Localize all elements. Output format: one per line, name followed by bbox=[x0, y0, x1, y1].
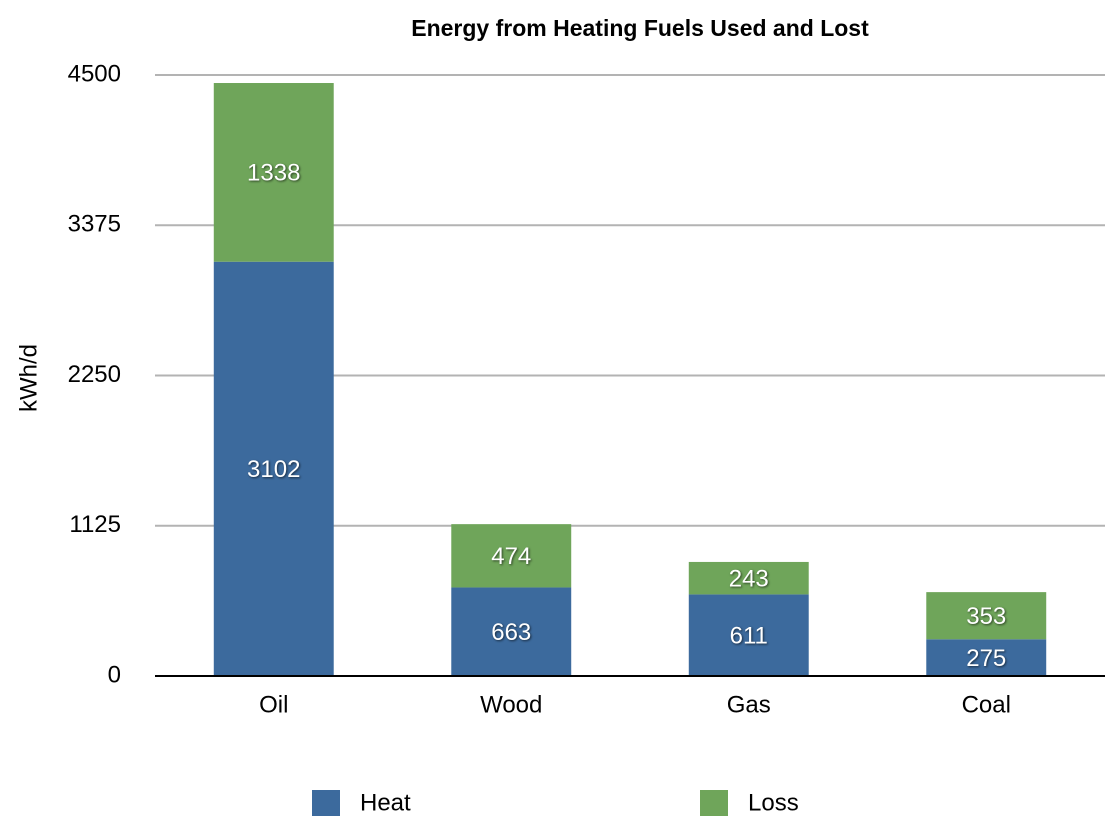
x-tick-label: Coal bbox=[962, 691, 1011, 718]
value-label: 3102 bbox=[247, 456, 300, 483]
x-tick-label: Wood bbox=[480, 691, 542, 718]
y-tick-label: 1125 bbox=[69, 511, 121, 538]
y-tick-label: 2250 bbox=[68, 361, 121, 388]
y-tick-label: 0 bbox=[108, 661, 121, 688]
value-label: 275 bbox=[966, 645, 1006, 672]
bar-segment bbox=[926, 592, 1047, 640]
bar-segment bbox=[688, 594, 809, 676]
value-label: 1338 bbox=[247, 160, 300, 187]
value-label: 474 bbox=[491, 543, 531, 570]
value-label: 353 bbox=[966, 603, 1006, 630]
value-label: 611 bbox=[730, 623, 768, 650]
bar-segment bbox=[926, 639, 1047, 676]
legend-label: Heat bbox=[360, 789, 411, 816]
bar-segment bbox=[451, 524, 572, 588]
legend-swatch bbox=[700, 790, 728, 816]
y-tick-label: 4500 bbox=[68, 60, 121, 87]
bar-segment bbox=[688, 561, 809, 595]
bar-segment bbox=[213, 83, 334, 262]
y-tick-label: 3375 bbox=[68, 211, 121, 238]
y-axis-label: kWh/d bbox=[15, 344, 42, 412]
chart-title: Energy from Heating Fuels Used and Lost bbox=[411, 15, 869, 41]
legend-swatch bbox=[312, 790, 340, 816]
x-tick-label: Oil bbox=[259, 691, 288, 718]
bar-segment bbox=[451, 587, 572, 676]
value-label: 243 bbox=[729, 566, 769, 593]
x-tick-label: Gas bbox=[727, 691, 771, 718]
value-label: 663 bbox=[491, 619, 531, 646]
legend-label: Loss bbox=[748, 789, 799, 816]
bar-segment bbox=[213, 261, 334, 676]
